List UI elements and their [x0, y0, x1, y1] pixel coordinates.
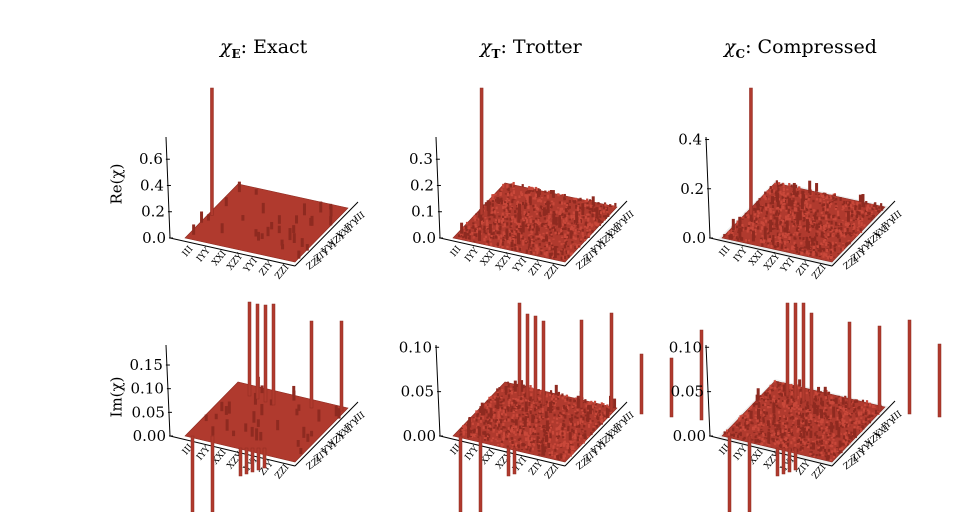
z-tick-label: 0.10	[399, 338, 432, 356]
title-text: Compressed	[757, 36, 877, 58]
x-tick-label: ZZI	[543, 462, 561, 481]
z-tick-label: 0.00	[133, 427, 166, 445]
chi-symbol: χ	[480, 36, 492, 58]
subscript: C	[735, 46, 746, 61]
title-text: Trotter	[512, 36, 582, 58]
subscript: E	[231, 46, 241, 61]
title-trotter: χT: Trotter	[480, 36, 582, 61]
x-tick-label: ZZI	[273, 462, 291, 481]
z-tick-label: 0.05	[401, 383, 434, 401]
chi-symbol: χ	[220, 36, 232, 58]
x-tick-label: ZZI	[543, 263, 561, 282]
z-tick-label: 0.10	[131, 380, 164, 398]
z-tick-label: 0.2	[410, 176, 434, 194]
title-exact: χE: Exact	[220, 36, 308, 61]
z-tick-label: 0.10	[669, 338, 702, 356]
x-tick-label: ZZI	[273, 263, 291, 282]
z-tick-label: 0.1	[411, 203, 435, 221]
chi-symbol: χ	[724, 36, 736, 58]
panel-im-exact: 0.000.050.100.15IIIIYYXXIXZYYYIZIYZZIIII…	[129, 301, 367, 512]
title-text: Exact	[253, 36, 308, 58]
x-tick-label: III	[181, 244, 196, 259]
z-tick-label: 0.05	[671, 383, 704, 401]
x-tick-label: YYI	[511, 256, 530, 275]
z-tick-label: 0.4	[140, 176, 164, 194]
z-tick-label: 0.6	[139, 150, 163, 168]
z-tick-label: 0.0	[412, 229, 436, 247]
z-tick-label: 0.00	[403, 427, 436, 445]
subscript: T	[491, 46, 501, 61]
z-tick-label: 0.05	[132, 403, 165, 421]
z-tick-label: 0.0	[142, 229, 166, 247]
z-tick-label: 0.00	[673, 427, 706, 445]
x-tick-label: III	[449, 244, 464, 259]
title-compressed: χC: Compressed	[724, 36, 877, 61]
panel-im-compressed: 0.000.050.10IIIIYYXXIXZYYYIZIYZZIIIIIYYX…	[669, 302, 942, 512]
z-tick-label: 0.2	[680, 180, 704, 198]
z-tick-label: 0.15	[129, 356, 162, 374]
x-tick-label: III	[718, 244, 733, 259]
z-tick-label: 0.3	[409, 150, 433, 168]
z-tick-label: 0.2	[141, 203, 165, 221]
z-tick-label: 0.4	[678, 131, 702, 149]
z-tick-label: 0.0	[682, 229, 706, 247]
